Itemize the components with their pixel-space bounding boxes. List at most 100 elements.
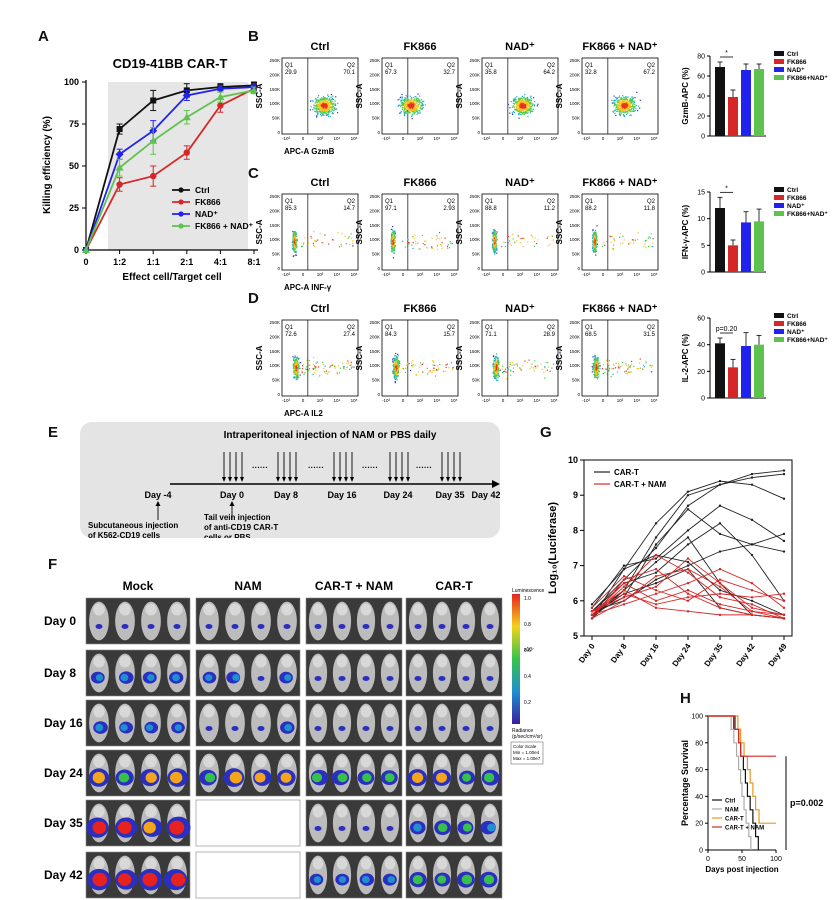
flow-xtick: 10⁵ — [451, 272, 458, 277]
colorbar-tick: 0.6 — [524, 648, 531, 654]
h-xtick-label: 0 — [706, 856, 710, 863]
flow-ytick: 0 — [577, 266, 580, 271]
a-point — [217, 102, 224, 109]
f-mouse — [89, 753, 109, 793]
f-mouse — [89, 803, 109, 843]
flow-ytick: 0 — [477, 266, 480, 271]
h-ytick-label: 60 — [695, 767, 703, 774]
bar-legend-label: NAD⁺ — [787, 203, 805, 210]
flow-q1-value: 71.1 — [485, 332, 497, 338]
flow-ytick: 0 — [577, 392, 580, 397]
flow-xtick: 10³ — [517, 272, 524, 277]
a-point — [182, 91, 191, 100]
flow-xtick: 10⁵ — [551, 272, 558, 277]
f-group-label: CAR-T + NAM — [315, 579, 393, 593]
flow-xaxis-label: APC-A INF-γ — [284, 283, 332, 292]
f-mouse — [89, 703, 109, 743]
flow-condition-title: NAD⁺ — [505, 41, 535, 53]
flow-xtick: 10³ — [417, 136, 424, 141]
panel-a-title: CD19-41BB CAR-T — [113, 56, 228, 71]
f-signal — [438, 676, 446, 682]
f-day-label: Day 42 — [44, 868, 83, 882]
f-mouse — [480, 803, 500, 843]
flow-ytick: 50K — [372, 116, 380, 121]
f-signal — [486, 624, 494, 630]
f-signal — [357, 770, 375, 785]
f-signal — [462, 676, 470, 682]
f-signal — [486, 676, 494, 682]
f-signal — [173, 624, 181, 630]
f-mouse — [115, 703, 135, 743]
f-mouse — [167, 703, 187, 743]
flow-ytick: 50K — [472, 252, 480, 257]
flow-xtick: -10³ — [382, 272, 391, 277]
f-signal — [479, 871, 498, 888]
flow-ytick: 150K — [569, 223, 580, 228]
flow-xtick: 10⁴ — [534, 136, 541, 141]
flow-ytick: 50K — [572, 116, 580, 121]
flow-xtick: 10⁴ — [634, 398, 641, 403]
flow-ytick: 50K — [272, 378, 280, 383]
f-image-tile — [195, 799, 301, 847]
f-image-tile — [85, 699, 191, 747]
f-signal — [414, 624, 422, 630]
f-signal — [223, 768, 245, 787]
flow-ytick: 250K — [469, 320, 480, 325]
f-signal — [338, 676, 346, 682]
flow-q1-value: 85.3 — [285, 206, 297, 212]
flow-ytick: 50K — [372, 252, 380, 257]
a-ytick-label: 75 — [69, 119, 79, 129]
f-mouse — [380, 855, 400, 895]
flow-xtick: 10³ — [317, 136, 324, 141]
timeline-note-2: Tail vein injection — [204, 513, 271, 522]
flow-xtick: 10³ — [417, 398, 424, 403]
flow-q2-label: Q2 — [547, 199, 556, 205]
flow-q1-value: 97.1 — [385, 206, 397, 212]
flow-q2-label: Q2 — [447, 325, 456, 331]
flow-ytick: 200K — [569, 72, 580, 77]
f-mouse — [89, 653, 109, 693]
bar-chart-1: 0 5 10 15 IFN-γ-APC (%) * CtrlFK866NAD⁺FK866+N… — [681, 185, 828, 276]
f-mouse — [408, 601, 428, 641]
flow-xtick: -10³ — [582, 272, 591, 277]
flow-xtick: 10³ — [517, 398, 524, 403]
flow-ytick: 0 — [277, 130, 280, 135]
f-image-tile — [195, 851, 301, 899]
g-xtick-label: Day 35 — [702, 642, 724, 669]
a-point — [115, 163, 124, 171]
bar — [715, 343, 725, 398]
flow-ytick: 50K — [472, 116, 480, 121]
flow-ytick: 250K — [469, 194, 480, 199]
flow-xtick: -10³ — [582, 136, 591, 141]
f-image-tile — [195, 649, 301, 697]
f-signal — [95, 624, 103, 630]
flow-xtick: 0 — [302, 136, 305, 141]
f-signal — [257, 624, 265, 630]
f-signal — [163, 869, 188, 891]
a-point — [116, 126, 123, 133]
a-point — [216, 93, 225, 101]
a-ytick-label: 50 — [69, 161, 79, 171]
a-xtick-label: 1:2 — [113, 257, 126, 267]
bar-legend-label: FK866 — [787, 321, 807, 328]
f-mouse — [432, 753, 452, 793]
f-mouse — [380, 703, 400, 743]
f-signal — [144, 721, 159, 734]
bar-chart-2: 0 20 40 60 IL-2-APC (%) p=0.20 CtrlFK866NAD⁺FK… — [681, 313, 828, 403]
f-signal — [362, 726, 370, 732]
flow-q2-value: 70.1 — [343, 70, 355, 76]
a-xtick-label: 2:1 — [180, 257, 193, 267]
a-ytick-label: 25 — [69, 203, 79, 213]
flow-xtick: 10⁵ — [351, 272, 358, 277]
flow-ytick: 250K — [469, 58, 480, 63]
flow-ytick: 250K — [369, 58, 380, 63]
flow-xtick: 10⁴ — [434, 136, 441, 141]
treatment-timeline: Intraperitoneal injection of NAM or PBS … — [88, 430, 500, 538]
panel-label-a: A — [38, 28, 49, 45]
f-signal — [457, 820, 474, 835]
